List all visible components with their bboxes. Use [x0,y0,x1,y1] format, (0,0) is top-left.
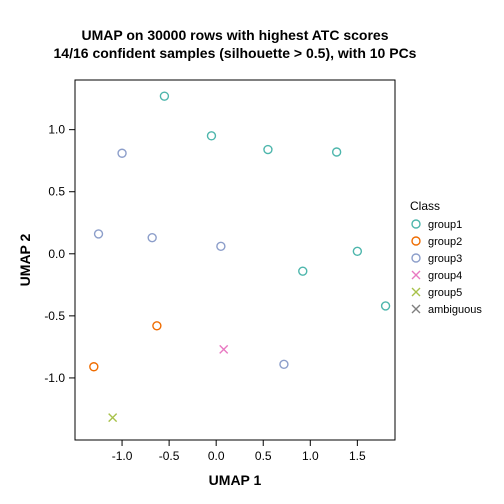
scatter-point [160,92,168,100]
x-tick-label: 1.0 [302,449,319,463]
scatter-point [220,345,228,353]
x-tick-label: -0.5 [159,449,180,463]
scatter-point [280,360,288,368]
scatter-point [333,148,341,156]
scatter-point [217,242,225,250]
scatter-point [382,302,390,310]
y-tick-label: -1.0 [44,371,65,385]
x-tick-label: 0.5 [255,449,272,463]
scatter-point [207,132,215,140]
legend-marker [412,220,420,228]
y-tick-label: 1.0 [48,123,65,137]
legend-marker [412,305,420,313]
chart-title-line1: UMAP on 30000 rows with highest ATC scor… [81,27,388,43]
legend-label: group5 [428,287,462,299]
scatter-point [153,322,161,330]
legend-marker [412,288,420,296]
legend-title: Class [410,199,440,213]
scatter-point [264,146,272,154]
x-tick-label: 0.0 [208,449,225,463]
umap-scatter-chart: -1.0 -0.5 0.0 0.5 1.0 1.5 -1.0 -0.5 0.0 0.5 1.0 UMA… [0,0,504,504]
legend-marker [412,254,420,262]
scatter-point [353,247,361,255]
legend-label: group3 [428,253,462,265]
legend-marker [412,237,420,245]
legend-label: ambiguous [428,304,482,316]
x-tick-label: 1.5 [349,449,366,463]
scatter-point [118,149,126,157]
legend-label: group4 [428,270,462,282]
points-group [90,92,390,422]
x-tick-label: -1.0 [112,449,133,463]
y-tick-label: 0.0 [48,247,65,261]
scatter-point [95,230,103,238]
legend: Class group1 group2 group3 group4 group5 ambig… [410,199,482,316]
legend-marker [412,271,420,279]
legend-label: group1 [428,219,462,231]
scatter-point [299,267,307,275]
scatter-point [109,414,117,422]
scatter-point [148,234,156,242]
x-axis-title: UMAP 1 [209,472,262,488]
y-tick-label: -0.5 [44,309,65,323]
scatter-point [90,363,98,371]
legend-label: group2 [428,236,462,248]
plot-box [75,80,395,440]
y-axis-title: UMAP 2 [17,233,33,286]
chart-title-line2: 14/16 confident samples (silhouette > 0.… [54,45,417,61]
y-tick-label: 0.5 [48,185,65,199]
